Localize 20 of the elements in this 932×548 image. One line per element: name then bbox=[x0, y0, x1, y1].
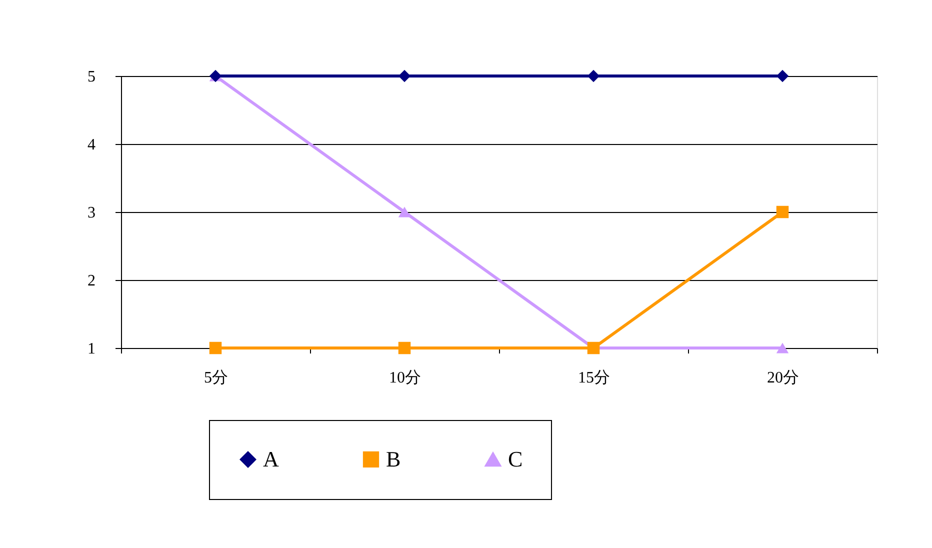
legend-label: C bbox=[508, 446, 523, 472]
y-tick-label: 4 bbox=[88, 136, 96, 154]
x-tick-label: 20分 bbox=[767, 370, 799, 386]
y-tick-label: 3 bbox=[88, 204, 96, 222]
y-tick-label: 1 bbox=[88, 340, 96, 358]
x-tick-label: 5分 bbox=[204, 370, 228, 386]
y-tick-label: 2 bbox=[88, 272, 96, 290]
point bbox=[398, 70, 411, 82]
point bbox=[587, 70, 600, 82]
point bbox=[776, 70, 789, 82]
point bbox=[776, 342, 789, 354]
legend-label: B bbox=[386, 446, 401, 472]
y-tick-label: 5 bbox=[88, 68, 96, 86]
point bbox=[209, 342, 222, 354]
point bbox=[776, 206, 789, 218]
point bbox=[398, 342, 411, 354]
x-tick-label: 10分 bbox=[389, 370, 421, 386]
legend-label: A bbox=[263, 446, 279, 472]
x-tick-label: 15分 bbox=[578, 370, 610, 386]
point bbox=[398, 206, 411, 218]
